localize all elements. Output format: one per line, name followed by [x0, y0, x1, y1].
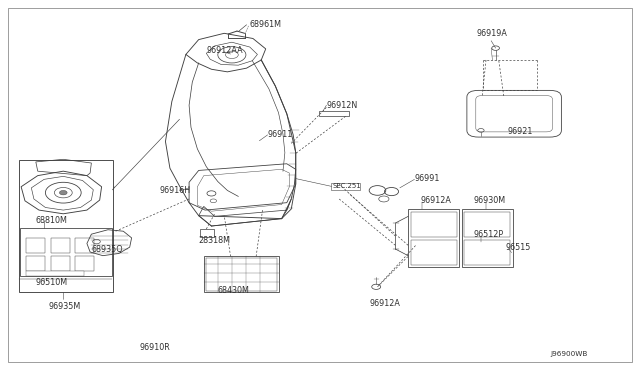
- Text: 96910R: 96910R: [140, 343, 171, 352]
- Bar: [26, 256, 45, 271]
- FancyBboxPatch shape: [476, 96, 552, 132]
- Text: 28318M: 28318M: [198, 236, 230, 246]
- Text: 96916H: 96916H: [159, 186, 190, 195]
- Text: 96930M: 96930M: [473, 196, 506, 205]
- Text: 96991: 96991: [415, 174, 440, 183]
- Text: 96935M: 96935M: [49, 302, 81, 311]
- Text: 96912A: 96912A: [421, 196, 452, 205]
- Text: 68810M: 68810M: [36, 216, 68, 225]
- Text: 96515: 96515: [505, 243, 531, 251]
- Text: 96912A: 96912A: [370, 299, 401, 308]
- Bar: [26, 271, 84, 276]
- Bar: [206, 258, 276, 291]
- Bar: [75, 238, 94, 253]
- Bar: [319, 111, 349, 116]
- Bar: [408, 209, 460, 267]
- Bar: [51, 256, 70, 271]
- Bar: [411, 212, 457, 237]
- Text: 96911: 96911: [268, 129, 293, 139]
- Text: 68961M: 68961M: [250, 20, 282, 29]
- Bar: [26, 238, 45, 253]
- Bar: [465, 240, 510, 265]
- Bar: [20, 228, 113, 276]
- Bar: [332, 183, 360, 190]
- Text: 96921: 96921: [507, 126, 532, 136]
- Text: 96510M: 96510M: [36, 278, 68, 287]
- Bar: [75, 256, 94, 271]
- Bar: [462, 209, 513, 267]
- Bar: [200, 229, 214, 237]
- FancyBboxPatch shape: [467, 90, 561, 137]
- Bar: [411, 240, 457, 265]
- Text: 96919A: 96919A: [476, 29, 508, 38]
- Text: SEC.251: SEC.251: [333, 183, 362, 189]
- Text: J96900WB: J96900WB: [550, 350, 588, 356]
- Text: 68935Q: 68935Q: [92, 244, 123, 253]
- Bar: [465, 212, 510, 237]
- Text: 96512P: 96512P: [473, 230, 504, 240]
- Bar: [19, 160, 113, 292]
- Text: 68430M: 68430M: [218, 286, 250, 295]
- Bar: [204, 256, 279, 292]
- Text: 96912N: 96912N: [326, 101, 358, 110]
- Text: 96912AA: 96912AA: [206, 46, 243, 55]
- Circle shape: [60, 190, 67, 195]
- Bar: [51, 238, 70, 253]
